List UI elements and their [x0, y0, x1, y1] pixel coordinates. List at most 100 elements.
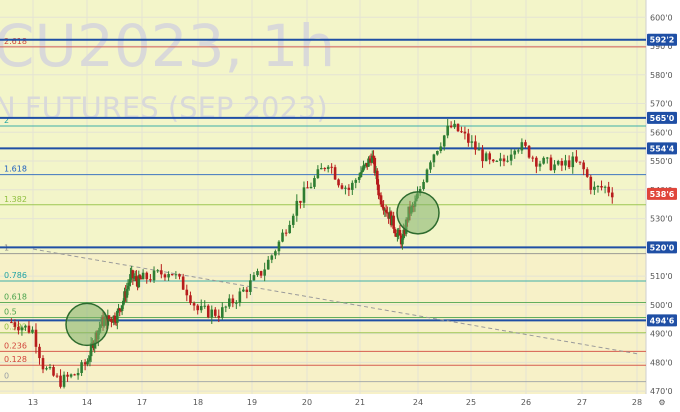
- candle-body-198: [495, 160, 499, 162]
- candle-body-119: [323, 168, 327, 170]
- candle-body-188: [460, 131, 463, 133]
- candle-body-69: [145, 272, 149, 280]
- candle-body-121: [330, 166, 333, 168]
- candle-body-57: [127, 282, 131, 286]
- candle-body-87: [210, 309, 214, 318]
- y-tick-570'0: 570'0: [650, 100, 673, 109]
- y-tick-500'0: 500'0: [650, 301, 673, 310]
- current-price-badge-label: 538'6: [650, 190, 675, 199]
- candle-body-6: [31, 329, 34, 333]
- candle-body-18: [73, 374, 76, 376]
- candle-body-208: [531, 157, 535, 159]
- x-tick-25: 25: [466, 398, 476, 407]
- candle-body-47: [116, 310, 119, 323]
- candle-body-159: [396, 233, 399, 237]
- candle-body-120: [326, 166, 330, 170]
- candle-body-90: [221, 307, 224, 318]
- candle-body-106: [277, 241, 281, 252]
- fib-label-0.382: 0.382: [4, 323, 27, 332]
- candle-body-2: [17, 326, 20, 331]
- fib-label-0.786: 0.786: [4, 271, 27, 280]
- candle-body-216: [560, 160, 564, 166]
- key-badge-592'2-bg: [647, 33, 677, 46]
- candle-body-42: [110, 318, 113, 322]
- candle-body-51: [120, 305, 124, 311]
- watermark: CU2023, 1h N FUTURES (SEP 2023): [0, 12, 335, 125]
- key-badge-554'4-label: 554'4: [650, 144, 675, 153]
- candle-body-12: [52, 367, 55, 376]
- key-badge-520'0-bg: [647, 241, 677, 254]
- candle-body-124: [340, 185, 344, 189]
- candle-body-55: [125, 289, 129, 298]
- candle-body-14: [59, 375, 62, 387]
- y-tick-550'0: 550'0: [650, 157, 673, 166]
- time-axis[interactable]: 13 14 17 18 19 20 21 24 25 26 27 28 ⚙: [28, 398, 666, 407]
- candle-body-70: [149, 279, 152, 281]
- candle-body-195: [484, 153, 488, 162]
- candle-body-98: [249, 280, 252, 292]
- candle-body-71: [152, 270, 156, 281]
- candle-body-52: [122, 300, 125, 306]
- candle-body-66: [138, 275, 142, 279]
- candle-body-206: [524, 142, 527, 146]
- y-tick-560'0: 560'0: [650, 128, 673, 137]
- price-axis[interactable]: 600'0590'0580'0570'0560'0550'0540'0530'0…: [650, 13, 673, 396]
- y-tick-510'0: 510'0: [650, 272, 673, 281]
- x-tick-18: 18: [193, 398, 203, 407]
- candle-body-215: [556, 160, 560, 165]
- candle-body-76: [170, 274, 174, 276]
- time-axis-area: [0, 394, 646, 412]
- candle-body-163: [401, 238, 404, 245]
- x-tick-17: 17: [137, 398, 147, 407]
- candle-body-227: [600, 186, 603, 188]
- candle-body-164: [402, 229, 405, 239]
- candle-body-5: [27, 325, 31, 333]
- candle-body-127: [351, 182, 354, 190]
- x-tick-28: 28: [632, 398, 642, 407]
- candle-body-58: [129, 274, 132, 283]
- fib-label-0.618: 0.618: [4, 293, 27, 302]
- candle-body-211: [542, 157, 545, 164]
- candle-body-93: [231, 298, 235, 304]
- key-badge-554'4-bg: [647, 142, 677, 155]
- candle-body-192: [474, 141, 477, 150]
- candle-body-68: [141, 272, 145, 280]
- settings-icon[interactable]: ⚙: [658, 398, 665, 407]
- candle-body-114: [306, 187, 309, 189]
- candle-body-107: [281, 232, 284, 242]
- candle-body-139: [370, 155, 374, 163]
- candle-body-125: [344, 187, 347, 189]
- candle-body-189: [463, 131, 467, 134]
- candle-body-181: [436, 150, 439, 155]
- candle-body-72: [156, 270, 159, 272]
- y-tick-470'0: 470'0: [650, 387, 673, 396]
- candle-body-136: [367, 158, 370, 167]
- candle-body-105: [274, 251, 277, 256]
- candle-body-203: [513, 150, 517, 155]
- x-tick-20: 20: [302, 398, 312, 407]
- fib-label-2: 2: [4, 116, 9, 125]
- candle-body-28: [93, 342, 96, 349]
- candle-body-223: [585, 169, 589, 177]
- candle-body-184: [446, 125, 449, 136]
- x-tick-21: 21: [355, 398, 365, 407]
- candle-body-97: [245, 289, 249, 292]
- y-tick-480'0: 480'0: [650, 358, 673, 367]
- candle-body-83: [196, 305, 200, 311]
- candle-body-91: [224, 306, 228, 308]
- candle-body-96: [242, 289, 245, 292]
- candle-body-229: [607, 186, 610, 193]
- candle-body-56: [126, 285, 130, 290]
- candle-body-207: [527, 145, 531, 158]
- candle-body-113: [302, 187, 306, 203]
- key-badge-565'0-bg: [647, 111, 677, 124]
- candle-body-228: [603, 186, 607, 188]
- candle-body-205: [520, 142, 524, 151]
- candle-body-1: [13, 322, 17, 327]
- candle-body-24: [88, 356, 92, 361]
- candle-body-95: [238, 291, 242, 303]
- y-tick-600'0: 600'0: [650, 13, 673, 22]
- candle-body-182: [439, 146, 443, 151]
- candle-body-108: [284, 232, 288, 234]
